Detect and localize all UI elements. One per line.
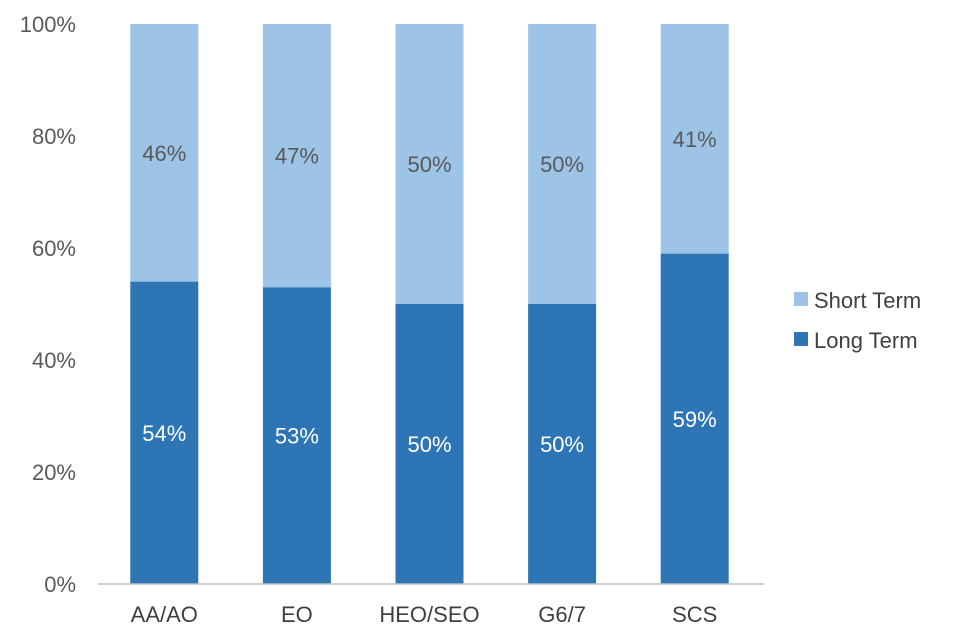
data-label: 50% xyxy=(407,432,451,457)
data-label: 59% xyxy=(673,407,717,432)
bar-segment-long-term xyxy=(528,304,597,584)
bar-segment-short-term xyxy=(130,24,199,282)
data-label: 50% xyxy=(540,432,584,457)
bar-segment-short-term xyxy=(660,24,729,254)
bar-segment-long-term xyxy=(130,281,199,584)
x-tick-label: SCS xyxy=(672,602,717,627)
data-label: 53% xyxy=(275,424,319,449)
bar-segment-long-term xyxy=(660,253,729,584)
y-tick-label: 0% xyxy=(44,572,76,597)
x-tick-label: EO xyxy=(281,602,313,627)
y-tick-label: 60% xyxy=(32,236,76,261)
data-label: 50% xyxy=(540,152,584,177)
legend-swatch-long-term xyxy=(794,332,808,346)
legend-label-short-term: Short Term xyxy=(814,288,921,313)
y-tick-label: 80% xyxy=(32,124,76,149)
x-axis: AA/AO EO HEO/SEO G6/7 SCS xyxy=(131,602,718,627)
bar-segment-short-term xyxy=(395,24,464,304)
bar-segment-short-term xyxy=(528,24,597,304)
data-label: 54% xyxy=(142,421,186,446)
bars: 54% 46% 53% 47% 50% 50% 50% 50% 59% 41% xyxy=(130,24,729,584)
x-tick-label: G6/7 xyxy=(538,602,586,627)
y-axis: 0% 20% 40% 60% 80% 100% xyxy=(20,12,76,597)
data-label: 47% xyxy=(275,144,319,169)
x-tick-label: HEO/SEO xyxy=(379,602,479,627)
x-tick-label: AA/AO xyxy=(131,602,198,627)
y-tick-label: 100% xyxy=(20,12,76,37)
legend: Short Term Long Term xyxy=(794,288,921,353)
data-label: 50% xyxy=(407,152,451,177)
bar-segment-long-term xyxy=(262,287,331,584)
bar-segment-long-term xyxy=(395,304,464,584)
y-tick-label: 20% xyxy=(32,460,76,485)
legend-swatch-short-term xyxy=(794,292,808,306)
y-tick-label: 40% xyxy=(32,348,76,373)
data-label: 46% xyxy=(142,141,186,166)
data-label: 41% xyxy=(673,127,717,152)
legend-label-long-term: Long Term xyxy=(814,328,918,353)
bar-segment-short-term xyxy=(262,24,331,288)
